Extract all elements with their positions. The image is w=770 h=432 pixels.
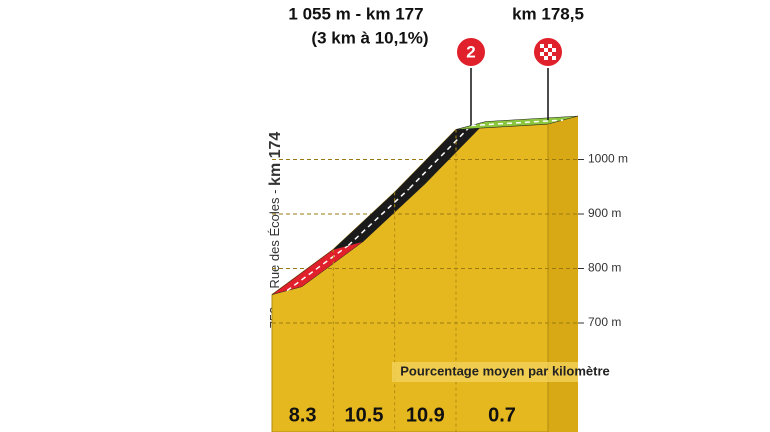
start-km: km 174 — [267, 132, 284, 186]
checker — [544, 48, 548, 52]
summit-badge: 2 — [466, 42, 475, 61]
legend-band — [392, 362, 578, 382]
checker — [552, 48, 556, 52]
finish-label: km 178,5 — [512, 4, 584, 23]
gradient-label: 0.7 — [488, 404, 516, 426]
gradient-label: 10.5 — [345, 404, 384, 426]
summit-detail: (3 km à 10,1%) — [311, 28, 428, 47]
gradient-label: 8.3 — [289, 404, 317, 426]
summit-label: 1 055 m - km 177 — [288, 4, 423, 23]
centre-line — [470, 119, 564, 127]
summit-badge-circle — [455, 36, 487, 68]
y-tick-label: 900 m — [588, 206, 621, 220]
checker — [548, 52, 552, 56]
checker — [552, 56, 556, 60]
checker — [540, 44, 544, 48]
legend-text: Pourcentage moyen par kilomètre — [400, 363, 610, 378]
checker — [544, 56, 548, 60]
centre-line — [347, 187, 411, 246]
checker — [540, 52, 544, 56]
centre-line — [409, 125, 472, 189]
centre-line — [286, 244, 349, 292]
checker — [548, 44, 552, 48]
y-tick-label: 1000 m — [588, 152, 628, 166]
y-tick-label: 800 m — [588, 261, 621, 275]
y-tick-label: 700 m — [588, 315, 621, 329]
gradient-label: 10.9 — [406, 404, 445, 426]
